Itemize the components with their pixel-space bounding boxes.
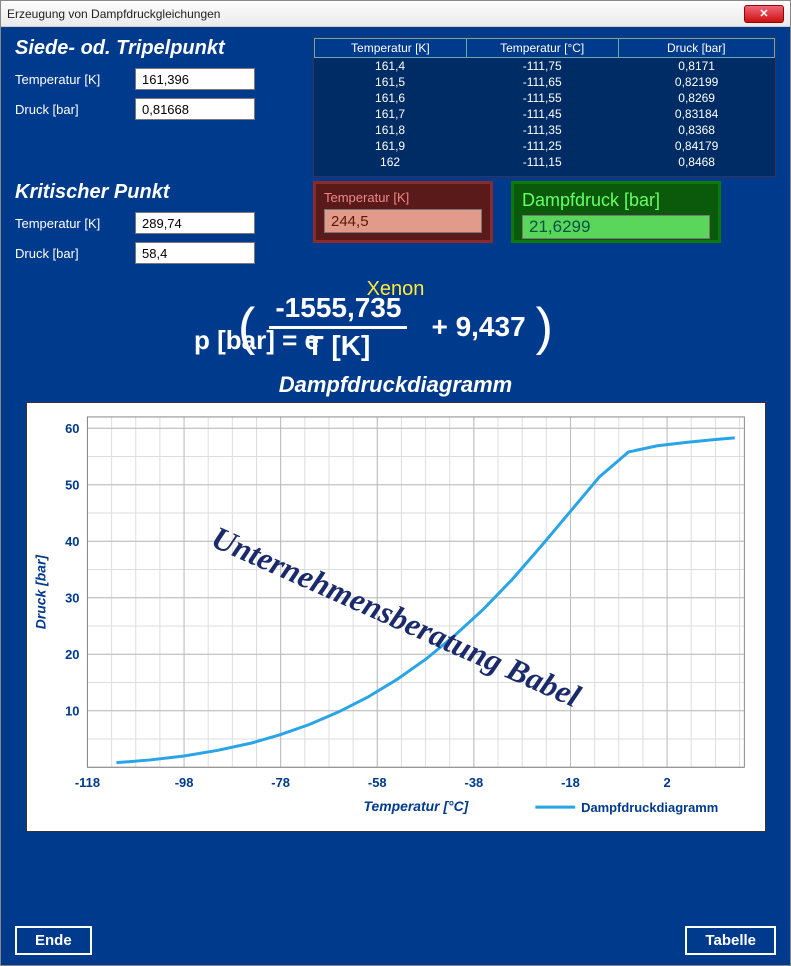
svg-text:-98: -98 — [174, 775, 193, 790]
close-icon: ✕ — [759, 7, 768, 20]
table-cell: 0,84179 — [618, 138, 775, 154]
table-row[interactable]: 161,8-111,350,8368 — [314, 122, 775, 138]
kritisch-section: Kritischer Punkt Temperatur [K] Druck [b… — [15, 181, 295, 272]
svg-text:50: 50 — [65, 477, 79, 492]
svg-text:Temperatur [°C]: Temperatur [°C] — [363, 798, 469, 814]
table-cell: 0,8368 — [618, 122, 775, 138]
svg-text:2: 2 — [663, 775, 670, 790]
formula-rparen: ) — [536, 299, 553, 356]
siede-druck-row: Druck [bar] — [15, 98, 295, 120]
app-window: Erzeugung von Dampfdruckgleichungen ✕ Si… — [0, 0, 791, 966]
table-header-tc: Temperatur [°C] — [466, 39, 618, 58]
table-cell: -111,45 — [466, 106, 618, 122]
table-cell: 0,83184 — [618, 106, 775, 122]
siede-temp-label: Temperatur [K] — [15, 72, 135, 87]
window-title: Erzeugung von Dampfdruckgleichungen — [7, 7, 744, 21]
siede-title: Siede- od. Tripelpunkt — [15, 37, 295, 60]
table-row[interactable]: 162-111,150,8468 — [314, 154, 775, 170]
kritisch-temp-row: Temperatur [K] — [15, 212, 295, 234]
formula: p [bar] = e ( -1555,735 T [K] + 9,437 ) — [15, 321, 776, 362]
svg-text:10: 10 — [65, 703, 79, 718]
pressure-box-label: Dampfdruck [bar] — [522, 190, 710, 211]
svg-text:-18: -18 — [561, 775, 580, 790]
siede-temp-input[interactable] — [135, 68, 255, 90]
svg-text:40: 40 — [65, 534, 79, 549]
table-row[interactable]: 161,9-111,250,84179 — [314, 138, 775, 154]
table-cell: -111,75 — [466, 58, 618, 74]
table-cell: -111,15 — [466, 154, 618, 170]
kritisch-title: Kritischer Punkt — [15, 181, 295, 204]
temperature-box-input[interactable] — [324, 209, 482, 233]
svg-text:Dampfdruckdiagramm: Dampfdruckdiagramm — [581, 800, 718, 815]
table-cell: 161,5 — [314, 74, 466, 90]
chart-svg: -118 -98 -78 -58 -38 -18 2 10 20 30 40 50 60 Temperat… — [27, 403, 765, 831]
table-cell: -111,35 — [466, 122, 618, 138]
titlebar: Erzeugung von Dampfdruckgleichungen ✕ — [1, 1, 790, 27]
formula-a: -1555,735 — [269, 293, 407, 329]
siede-druck-input[interactable] — [135, 98, 255, 120]
table-cell: 161,4 — [314, 58, 466, 74]
formula-b: + 9,437 — [431, 312, 525, 343]
svg-text:-78: -78 — [271, 775, 290, 790]
siede-section: Siede- od. Tripelpunkt Temperatur [K] Dr… — [15, 37, 295, 177]
data-table-body: 161,4-111,750,8171161,5-111,650,82199161… — [314, 58, 775, 170]
chart-area: Dampfdruckdiagramm -118 -98 -78 -58 -38 -18 2 1… — [15, 372, 776, 832]
chart-box: -118 -98 -78 -58 -38 -18 2 10 20 30 40 50 60 Temperat… — [26, 402, 766, 832]
svg-text:-118: -118 — [74, 775, 99, 790]
data-table-header: Temperatur [K] Temperatur [°C] Druck [ba… — [314, 38, 775, 58]
svg-text:-58: -58 — [367, 775, 386, 790]
kritisch-druck-label: Druck [bar] — [15, 246, 135, 261]
svg-text:-38: -38 — [464, 775, 483, 790]
temperature-box: Temperatur [K] — [313, 181, 493, 243]
table-cell: 161,8 — [314, 122, 466, 138]
table-cell: 162 — [314, 154, 466, 170]
close-button[interactable]: ✕ — [744, 5, 784, 23]
svg-text:Druck [bar]: Druck [bar] — [32, 553, 48, 629]
svg-text:30: 30 — [65, 590, 79, 605]
table-cell: -111,65 — [466, 74, 618, 90]
svg-text:60: 60 — [65, 421, 79, 436]
table-row[interactable]: 161,4-111,750,8171 — [314, 58, 775, 74]
pressure-box-input[interactable] — [522, 215, 710, 239]
table-row[interactable]: 161,7-111,450,83184 — [314, 106, 775, 122]
kritisch-temp-input[interactable] — [135, 212, 255, 234]
table-cell: 161,7 — [314, 106, 466, 122]
data-table-wrap: Temperatur [K] Temperatur [°C] Druck [ba… — [313, 37, 776, 177]
table-cell: 0,8468 — [618, 154, 775, 170]
table-row[interactable]: 161,6-111,550,8269 — [314, 90, 775, 106]
ende-button[interactable]: Ende — [15, 926, 92, 955]
pressure-box: Dampfdruck [bar] — [511, 181, 721, 243]
table-cell: 0,82199 — [618, 74, 775, 90]
kritisch-temp-label: Temperatur [K] — [15, 216, 135, 231]
tabelle-button[interactable]: Tabelle — [685, 926, 776, 955]
formula-lhs: p [bar] = e — [194, 326, 319, 355]
table-cell: 0,8171 — [618, 58, 775, 74]
table-cell: -111,25 — [466, 138, 618, 154]
kritisch-druck-row: Druck [bar] — [15, 242, 295, 264]
top-row: Siede- od. Tripelpunkt Temperatur [K] Dr… — [15, 37, 776, 177]
bottom-buttons: Ende Tabelle — [15, 926, 776, 955]
temperature-box-label: Temperatur [K] — [324, 190, 482, 205]
content-area: Siede- od. Tripelpunkt Temperatur [K] Dr… — [1, 27, 790, 965]
chart-title: Dampfdruckdiagramm — [15, 372, 776, 398]
table-cell: -111,55 — [466, 90, 618, 106]
table-row[interactable]: 161,5-111,650,82199 — [314, 74, 775, 90]
mid-row: Kritischer Punkt Temperatur [K] Druck [b… — [15, 181, 776, 272]
table-header-tk: Temperatur [K] — [315, 39, 467, 58]
table-header-p: Druck [bar] — [618, 39, 774, 58]
table-cell: 0,8269 — [618, 90, 775, 106]
siede-temp-row: Temperatur [K] — [15, 68, 295, 90]
table-cell: 161,9 — [314, 138, 466, 154]
svg-text:20: 20 — [65, 647, 79, 662]
table-cell: 161,6 — [314, 90, 466, 106]
siede-druck-label: Druck [bar] — [15, 102, 135, 117]
kritisch-druck-input[interactable] — [135, 242, 255, 264]
table-scroll[interactable]: 161,4-111,750,8171161,5-111,650,82199161… — [314, 58, 775, 170]
